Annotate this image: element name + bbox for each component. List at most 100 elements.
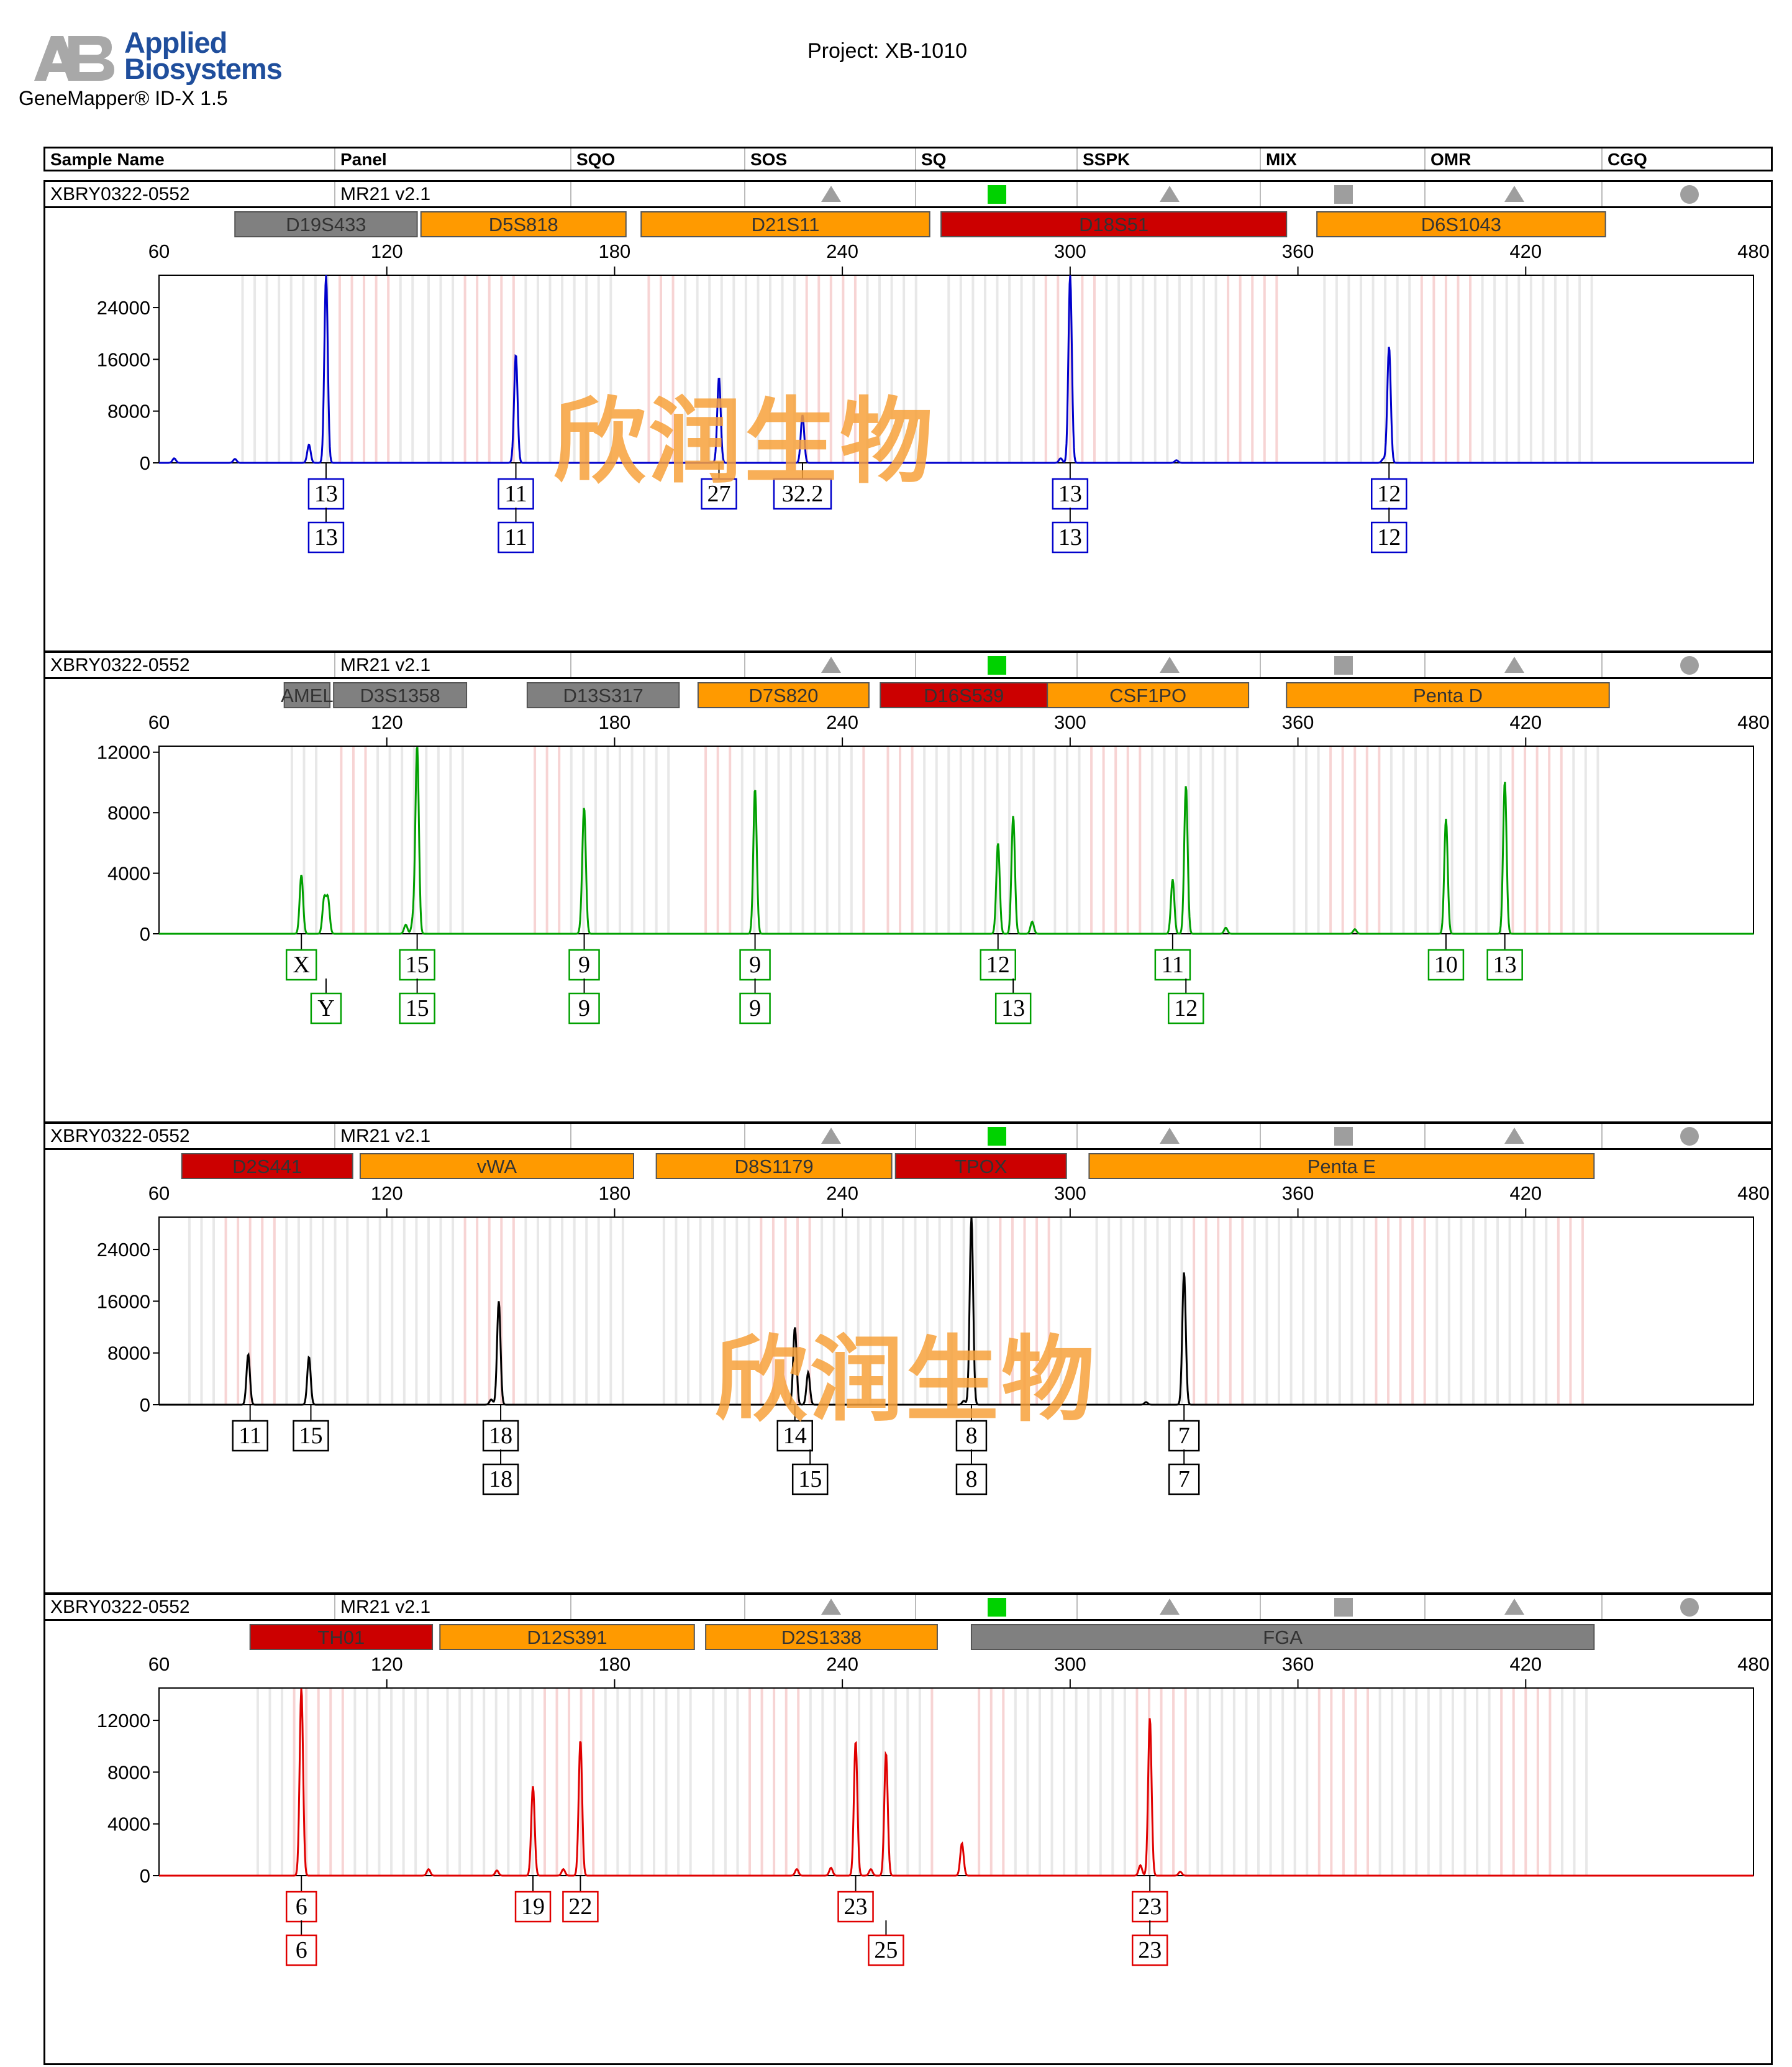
allele-call[interactable]: 13 xyxy=(1486,934,1523,981)
allele-call[interactable]: 15 xyxy=(399,979,435,1024)
allele-call[interactable]: 11 xyxy=(498,508,534,554)
locus-marker[interactable]: D21S11 xyxy=(640,211,930,237)
dye-panel-green: XBRY0322-0552 MR21 v2.1 AMEL D3S1358 D13S317… xyxy=(43,651,1773,1123)
column-header-sample-name[interactable]: Sample Name xyxy=(50,150,165,169)
allele-call[interactable]: 6 xyxy=(285,1876,317,1923)
sqo-cell xyxy=(570,1124,744,1148)
locus-label: TH01 xyxy=(317,1627,365,1648)
allele-label: 6 xyxy=(296,1894,307,1920)
column-header-sspk[interactable]: SSPK xyxy=(1076,148,1260,170)
allele-label: 22 xyxy=(568,1894,592,1920)
allele-call[interactable]: X xyxy=(285,934,317,981)
locus-label: D13S317 xyxy=(563,685,643,706)
allele-box xyxy=(955,1463,988,1495)
allele-call[interactable]: 23 xyxy=(837,1876,874,1923)
allele-call[interactable]: 6 xyxy=(285,1920,317,1966)
allele-call[interactable]: 7 xyxy=(1168,1405,1200,1452)
column-header-sq[interactable]: SQ xyxy=(915,148,1076,170)
locus-bar xyxy=(420,211,627,237)
allele-call[interactable]: 9 xyxy=(739,934,771,981)
locus-marker[interactable]: TH01 xyxy=(249,1624,434,1650)
locus-marker[interactable]: Penta D xyxy=(1286,682,1610,708)
allele-call[interactable]: 12 xyxy=(1371,508,1408,554)
column-header-omr[interactable]: OMR xyxy=(1424,148,1601,170)
allele-call[interactable]: 18 xyxy=(482,1449,519,1495)
locus-marker[interactable]: D18S51 xyxy=(940,211,1288,237)
allele-call[interactable]: 13 xyxy=(1052,508,1089,554)
allele-call[interactable]: 13 xyxy=(307,463,345,510)
allele-call[interactable]: 11 xyxy=(1154,934,1191,981)
locus-marker[interactable]: D3S1358 xyxy=(333,682,468,708)
allele-box xyxy=(285,1934,317,1966)
allele-call[interactable]: 15 xyxy=(293,1405,329,1452)
locus-marker[interactable]: D5S818 xyxy=(420,211,627,237)
locus-marker[interactable]: D12S391 xyxy=(439,1624,695,1650)
allele-call[interactable]: 9 xyxy=(568,934,600,981)
column-header-mix[interactable]: MIX xyxy=(1260,148,1424,170)
column-header-sqo[interactable]: SQO xyxy=(570,148,744,170)
allele-call[interactable]: 25 xyxy=(868,1920,904,1966)
sq-square-icon xyxy=(988,185,1006,204)
allele-call[interactable]: 19 xyxy=(514,1876,552,1923)
allele-call[interactable]: 12 xyxy=(1371,463,1408,510)
allele-call[interactable]: 11 xyxy=(498,463,534,510)
watermark-2: 欣润生物 xyxy=(714,1325,1098,1435)
allele-call[interactable]: 15 xyxy=(399,934,435,981)
allele-call[interactable]: 9 xyxy=(739,979,771,1024)
mix-square-icon xyxy=(1334,1127,1353,1146)
allele-box xyxy=(285,1891,317,1923)
y-tick-label: 0 xyxy=(140,923,150,945)
locus-marker[interactable]: D13S317 xyxy=(526,682,680,708)
column-header-sos[interactable]: SOS xyxy=(744,148,915,170)
allele-call[interactable]: 23 xyxy=(1131,1920,1168,1966)
x-tick-label: 60 xyxy=(148,1653,170,1675)
locus-marker[interactable]: D8S1179 xyxy=(655,1153,893,1179)
sample-row[interactable]: XBRY0322-0552 MR21 v2.1 xyxy=(45,1124,1771,1150)
locus-marker[interactable]: vWA xyxy=(359,1153,634,1179)
locus-marker[interactable]: D2S441 xyxy=(181,1153,353,1179)
locus-marker[interactable]: D6S1043 xyxy=(1316,211,1606,237)
allele-call[interactable]: 22 xyxy=(562,1876,599,1923)
allele-call[interactable]: 9 xyxy=(568,979,600,1024)
allele-call[interactable]: 8 xyxy=(955,1405,988,1452)
omr-triangle-icon xyxy=(1504,1599,1524,1615)
locus-marker[interactable]: CSF1PO xyxy=(1047,682,1250,708)
allele-call[interactable]: 11 xyxy=(232,1405,268,1452)
allele-call[interactable]: 15 xyxy=(791,1449,829,1495)
locus-marker[interactable]: D2S1338 xyxy=(705,1624,938,1650)
sample-row[interactable]: XBRY0322-0552 MR21 v2.1 xyxy=(45,182,1771,208)
allele-call[interactable]: 8 xyxy=(955,1449,988,1495)
allele-call[interactable]: 13 xyxy=(307,508,345,554)
sspk-cell xyxy=(1076,1595,1260,1619)
locus-marker[interactable]: D16S539 xyxy=(880,682,1048,708)
allele-call[interactable]: 12 xyxy=(980,934,1016,981)
allele-call[interactable]: 12 xyxy=(1168,979,1204,1024)
allele-call[interactable]: 7 xyxy=(1168,1449,1200,1495)
locus-label: D19S433 xyxy=(286,214,366,235)
locus-marker[interactable]: FGA xyxy=(970,1624,1595,1650)
allele-call[interactable]: 14 xyxy=(776,1405,813,1452)
locus-marker[interactable]: D19S433 xyxy=(234,211,418,237)
allele-call[interactable]: 23 xyxy=(1131,1876,1168,1923)
sample-row[interactable]: XBRY0322-0552 MR21 v2.1 xyxy=(45,653,1771,679)
allele-call[interactable]: 10 xyxy=(1427,934,1465,981)
allele-call[interactable]: Y xyxy=(310,979,342,1024)
column-header-cgq[interactable]: CGQ xyxy=(1601,148,1775,170)
column-header-row: Sample Name Panel SQO SOS SQ SSPK MIX OMR CGQ xyxy=(43,147,1773,171)
sample-row[interactable]: XBRY0322-0552 MR21 v2.1 xyxy=(45,1595,1771,1621)
locus-marker[interactable]: AMEL xyxy=(281,682,334,708)
locus-bar xyxy=(640,211,930,237)
allele-box xyxy=(482,1463,519,1495)
allele-call[interactable]: 32.2 xyxy=(773,463,832,510)
allele-call[interactable]: 13 xyxy=(994,979,1032,1024)
column-header-panel[interactable]: Panel xyxy=(334,148,570,170)
allele-call[interactable]: 27 xyxy=(701,463,737,510)
locus-marker[interactable]: D7S820 xyxy=(697,682,870,708)
locus-marker[interactable]: Penta E xyxy=(1088,1153,1595,1179)
x-tick-label: 120 xyxy=(371,711,403,733)
allele-call[interactable]: 13 xyxy=(1052,463,1089,510)
y-tick-label: 0 xyxy=(140,1394,150,1416)
locus-marker[interactable]: TPOX xyxy=(894,1153,1067,1179)
allele-call[interactable]: 18 xyxy=(482,1405,519,1452)
locus-bar xyxy=(359,1153,634,1179)
